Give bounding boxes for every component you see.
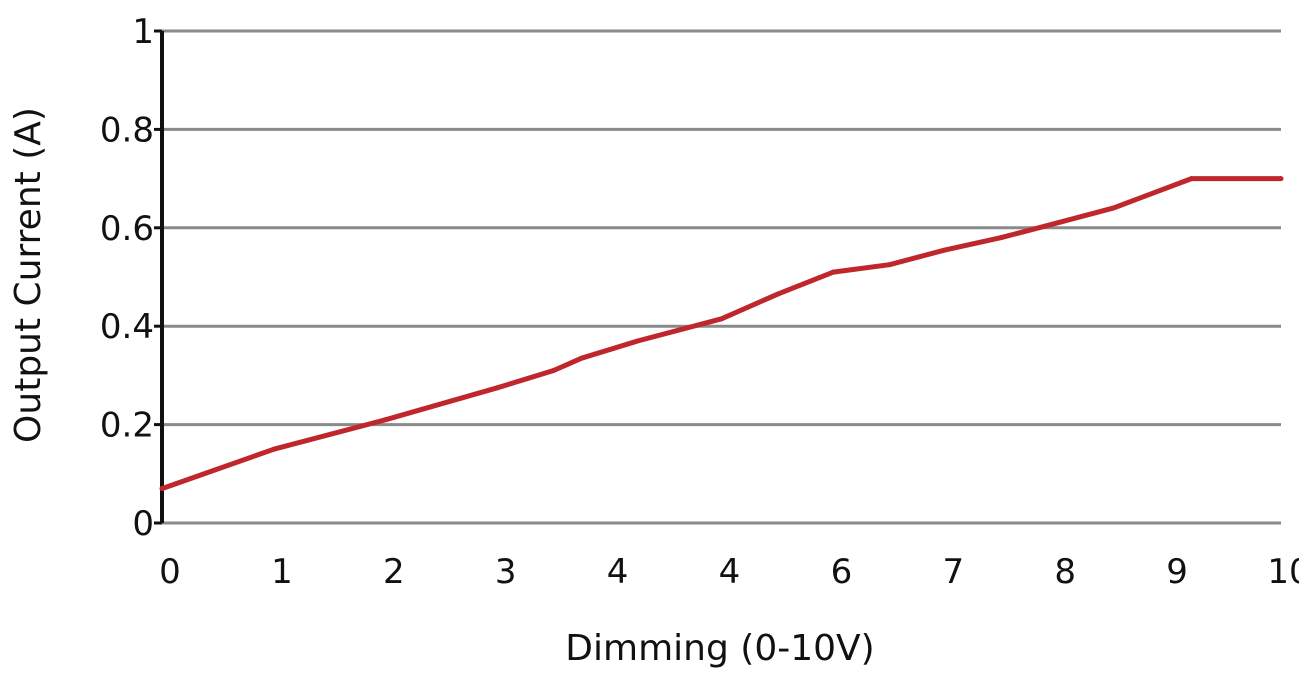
data-point xyxy=(1110,205,1116,211)
data-point xyxy=(635,338,641,344)
x-axis-label: Dimming (0-10V) xyxy=(565,628,874,669)
y-tick-label: 0.4 xyxy=(100,307,154,347)
data-point xyxy=(1278,176,1284,182)
x-tick-label: 3 xyxy=(495,552,517,592)
y-tick-label: 0 xyxy=(132,504,154,544)
x-tick-label: 8 xyxy=(1054,552,1076,592)
x-tick-label: 7 xyxy=(942,552,964,592)
x-tick-label: 6 xyxy=(831,552,853,592)
x-tick-labels: 0 1 2 3 4 4 6 7 8 9 10 xyxy=(159,552,1299,592)
x-tick-label: 0 xyxy=(159,552,181,592)
grid-lines xyxy=(154,29,1281,525)
y-tick-label: 0.2 xyxy=(100,406,154,446)
data-point xyxy=(383,417,389,423)
y-tick-label: 1 xyxy=(132,12,154,52)
x-tick-label: 1 xyxy=(271,552,293,592)
data-point xyxy=(1188,176,1194,182)
data-point xyxy=(1054,220,1060,226)
data-point xyxy=(159,486,165,492)
data-point xyxy=(998,235,1004,241)
x-tick-label: 9 xyxy=(1166,552,1188,592)
y-tick-label: 0.6 xyxy=(100,209,154,249)
x-tick-label: 2 xyxy=(383,552,405,592)
data-point xyxy=(579,355,585,361)
data-point xyxy=(719,316,724,322)
data-point xyxy=(774,291,780,297)
data-point xyxy=(551,367,557,373)
series-layer xyxy=(159,176,1284,492)
series-line xyxy=(161,176,1281,491)
data-point xyxy=(886,262,892,268)
y-tick-labels: 0 0.2 0.4 0.6 0.8 1 xyxy=(100,12,154,544)
data-point xyxy=(942,247,948,253)
data-point xyxy=(271,446,277,452)
data-point xyxy=(830,269,836,275)
x-tick-label: 10 xyxy=(1267,552,1299,592)
x-tick-label: 4 xyxy=(607,552,629,592)
x-tick-label: 4 xyxy=(719,552,741,592)
y-tick-label: 0.8 xyxy=(100,110,154,150)
data-point xyxy=(495,385,501,391)
y-axis-label: Output Current (A) xyxy=(8,107,49,443)
